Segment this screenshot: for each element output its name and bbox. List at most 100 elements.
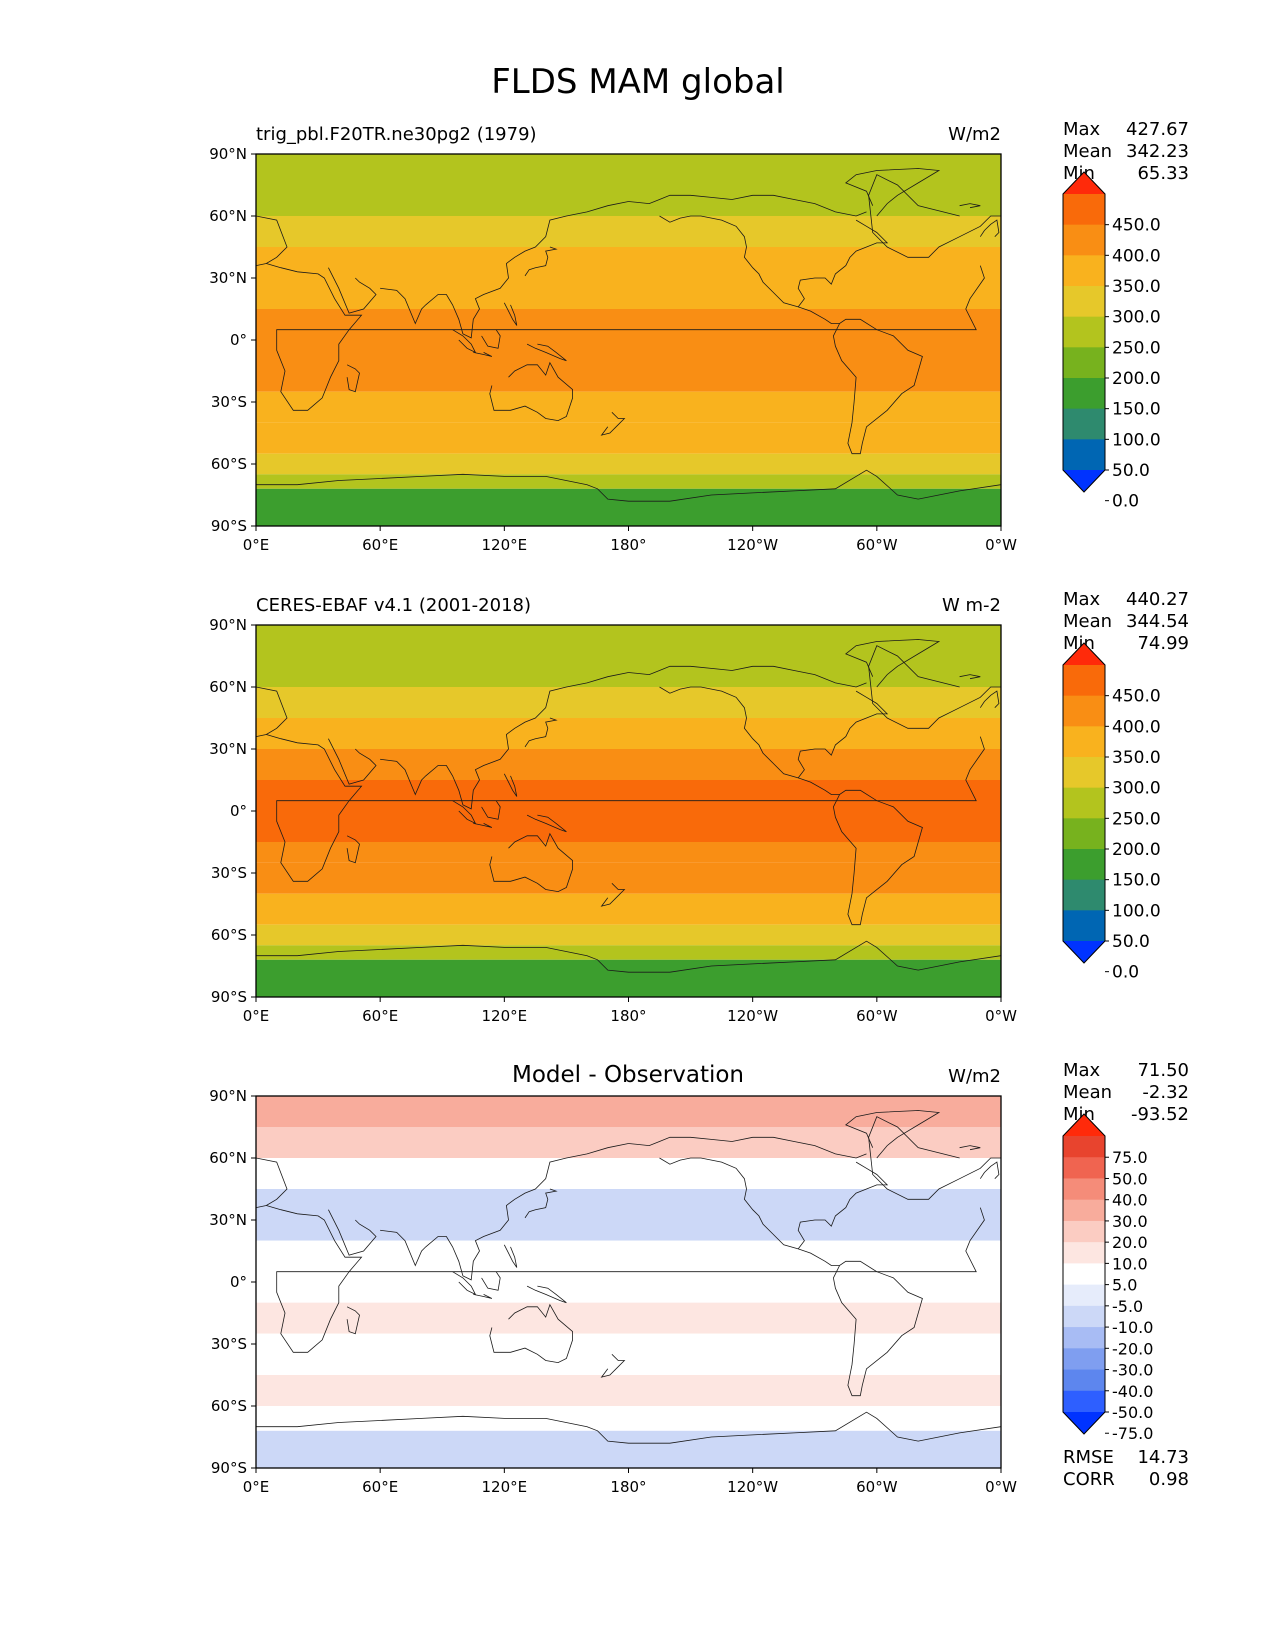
panel-center-title: Model - Observation (512, 1062, 744, 1088)
coastline (452, 800, 477, 825)
zonal-band (256, 1302, 1001, 1334)
colorbar-segment (1063, 1305, 1105, 1328)
panel-model: trig_pbl.F20TR.ne30pg2 (1979) W/m2 0°E 60… (209, 119, 1189, 554)
coastline (526, 1285, 567, 1304)
colorbar-segment (1063, 695, 1105, 727)
coastline (489, 1303, 573, 1364)
coastline (489, 361, 573, 422)
coastline (659, 1157, 923, 1397)
error-stats-block: RMSE 14.73 CORR 0.98 (1063, 1447, 1189, 1490)
coastline (256, 940, 1001, 973)
coastline (346, 835, 360, 864)
zonal-band (256, 488, 1001, 526)
coastline (452, 329, 477, 354)
colorbar-label: 20.0 (1112, 1233, 1148, 1252)
coastline (503, 773, 518, 797)
zonal-band (256, 945, 1001, 960)
zonal-band (256, 1158, 1001, 1189)
zonal-band (256, 1406, 1001, 1431)
colorbar-segment (1063, 787, 1105, 819)
zonal-band (256, 216, 1001, 247)
y-tick-label: 90°N (209, 1087, 247, 1105)
colorbar-segment (1063, 1390, 1105, 1413)
coastline (979, 1161, 1000, 1179)
coastline (979, 690, 1000, 708)
zonal-band (256, 1127, 1001, 1158)
colorbar-label: 200.0 (1112, 369, 1161, 389)
coastline (524, 717, 558, 748)
colorbar-label: 200.0 (1112, 840, 1161, 860)
colorbar-label: -30.0 (1112, 1361, 1153, 1380)
x-tick-label: 180° (610, 1478, 646, 1496)
colorbar-label: -10.0 (1112, 1318, 1153, 1337)
zonal-band (256, 1096, 1001, 1127)
panel-units: W/m2 (948, 124, 1001, 145)
colorbar-label: 450.0 (1112, 216, 1161, 236)
colorbar-label: -40.0 (1112, 1382, 1153, 1401)
y-tick-label: 90°S (211, 1459, 247, 1477)
coastline (959, 674, 981, 680)
colorbar-segment (1063, 1220, 1105, 1243)
zonal-band (256, 278, 1001, 309)
colorbar-extend-top (1063, 643, 1105, 665)
colorbar-segment (1063, 1369, 1105, 1392)
x-tick-label: 180° (610, 1007, 646, 1025)
colorbar-segment (1063, 757, 1105, 789)
zonal-band (256, 154, 1001, 216)
panel-units: W m-2 (942, 595, 1001, 616)
coastline (526, 343, 567, 362)
colorbar-label: 400.0 (1112, 246, 1161, 266)
stats-block: Max 71.50 Mean -2.32 Min -93.52 (1063, 1060, 1189, 1125)
colorbar-segment (1063, 1242, 1105, 1264)
colorbar-extend-bottom (1063, 1412, 1105, 1434)
x-tick-label: 60°E (362, 1478, 398, 1496)
y-tick-label: 0° (230, 802, 247, 820)
panel-difference: Model - Observation W/m2 0°E 60°E 120°E 180… (209, 1060, 1189, 1496)
zonal-band (256, 371, 1001, 392)
colorbar-segment (1063, 1157, 1105, 1179)
coastline (797, 219, 889, 308)
coastline (380, 1143, 629, 1281)
stat-max-value: 427.67 (1126, 119, 1189, 140)
coastline (346, 1306, 360, 1335)
colorbar-label: 150.0 (1112, 400, 1161, 420)
zonal-band (256, 422, 1001, 454)
colorbar-segment (1063, 378, 1105, 410)
panel-left-title: CERES-EBAF v4.1 (2001-2018) (256, 595, 531, 616)
figure-title: FLDS MAM global (491, 62, 785, 102)
colorbar-segment (1063, 665, 1105, 697)
y-tick-label: 30°S (211, 1335, 247, 1353)
coastline (328, 738, 377, 785)
coastline (473, 352, 493, 357)
colorbar-segment (1063, 910, 1105, 942)
coastline (524, 246, 558, 277)
coastline (868, 1116, 1001, 1200)
coastline (266, 1205, 985, 1353)
coastline (328, 267, 377, 314)
coastline (481, 800, 501, 820)
colorbar-label: -5.0 (1112, 1297, 1143, 1316)
y-tick-label: 60°N (209, 207, 247, 225)
coastline (256, 1157, 288, 1208)
zonal-band (256, 309, 1001, 371)
stat-mean-label: Mean (1063, 141, 1112, 162)
coastline (503, 302, 518, 326)
map-area (256, 154, 1001, 526)
coastline (256, 215, 288, 266)
colorbar-extend-bottom (1063, 470, 1105, 492)
coastline (524, 1188, 558, 1219)
colorbar-label: 40.0 (1112, 1191, 1148, 1210)
colorbar-label: 350.0 (1112, 277, 1161, 297)
coastline (868, 645, 1001, 729)
colorbar-segment (1063, 194, 1105, 226)
rmse-value: 14.73 (1137, 1447, 1189, 1468)
colorbar-segment (1063, 726, 1105, 758)
stat-mean-value: 342.23 (1126, 141, 1189, 162)
coastline (628, 194, 867, 217)
colorbar-extend-bottom (1063, 941, 1105, 963)
colorbar-label: 50.0 (1112, 1169, 1148, 1188)
y-tick-label: 30°N (209, 269, 247, 287)
zonal-band (256, 625, 1001, 687)
colorbar-segment (1063, 347, 1105, 379)
coastline (600, 883, 626, 907)
